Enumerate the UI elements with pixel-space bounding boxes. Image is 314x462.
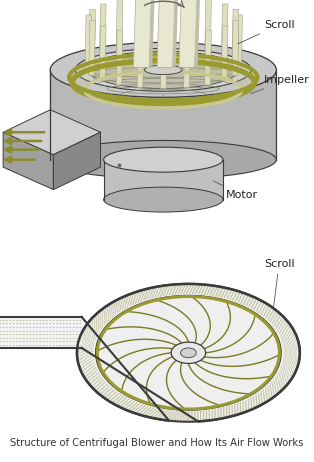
Ellipse shape — [104, 147, 223, 172]
Polygon shape — [184, 0, 190, 52]
Polygon shape — [160, 34, 167, 89]
Polygon shape — [160, 0, 167, 51]
Polygon shape — [3, 132, 53, 189]
Polygon shape — [133, 0, 152, 67]
Polygon shape — [3, 110, 100, 155]
Text: Motor: Motor — [213, 181, 258, 200]
Text: Scroll: Scroll — [264, 259, 295, 307]
Polygon shape — [137, 0, 144, 52]
Polygon shape — [236, 15, 242, 70]
Ellipse shape — [104, 187, 223, 212]
Circle shape — [96, 296, 281, 410]
Polygon shape — [53, 132, 100, 189]
Polygon shape — [100, 26, 106, 81]
Circle shape — [181, 348, 196, 358]
Polygon shape — [137, 33, 144, 88]
Polygon shape — [157, 0, 176, 67]
Text: Impeller: Impeller — [251, 75, 310, 94]
Ellipse shape — [144, 65, 182, 74]
Circle shape — [171, 342, 206, 364]
Polygon shape — [232, 9, 239, 64]
Ellipse shape — [50, 43, 276, 97]
Polygon shape — [205, 30, 211, 85]
Polygon shape — [184, 33, 190, 88]
Polygon shape — [100, 4, 106, 59]
Polygon shape — [232, 21, 239, 76]
Circle shape — [77, 284, 300, 422]
Ellipse shape — [88, 51, 239, 89]
Polygon shape — [195, 0, 201, 67]
Ellipse shape — [75, 49, 251, 91]
Polygon shape — [50, 70, 276, 160]
Polygon shape — [85, 15, 92, 70]
Text: Scroll: Scroll — [238, 20, 295, 44]
Polygon shape — [89, 9, 95, 64]
Polygon shape — [179, 0, 198, 67]
Polygon shape — [89, 21, 95, 76]
Polygon shape — [173, 0, 179, 67]
Polygon shape — [205, 0, 211, 55]
Text: Structure of Centrifugal Blower and How Its Air Flow Works: Structure of Centrifugal Blower and How … — [10, 438, 304, 448]
Polygon shape — [149, 0, 155, 67]
Polygon shape — [116, 0, 123, 55]
Polygon shape — [0, 317, 82, 348]
Polygon shape — [221, 26, 228, 81]
Polygon shape — [221, 4, 228, 59]
Ellipse shape — [50, 140, 276, 179]
Polygon shape — [104, 160, 223, 200]
Polygon shape — [116, 30, 123, 85]
